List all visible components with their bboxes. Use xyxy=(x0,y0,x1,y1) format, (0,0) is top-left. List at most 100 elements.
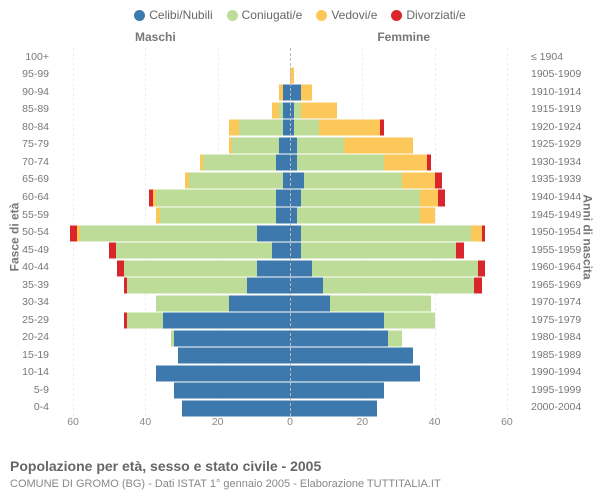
age-label: 40-44 xyxy=(22,262,55,273)
bar-segment-celibi xyxy=(276,154,290,171)
bar-segment-celibi xyxy=(257,260,290,277)
bar-segment-coniugati xyxy=(301,189,420,206)
bar-group xyxy=(185,172,290,187)
legend-item: Divorziati/e xyxy=(391,8,465,22)
bar-segment-celibi xyxy=(290,277,323,294)
bar-segment-vedovi xyxy=(420,207,434,224)
legend-item: Celibi/Nubili xyxy=(134,8,212,22)
legend-item: Coniugati/e xyxy=(227,8,303,22)
male-half xyxy=(55,188,290,206)
birth-year-label: 2000-2004 xyxy=(525,402,581,413)
plot-area: 100+≤ 190495-991905-190990-941910-191485… xyxy=(55,48,525,430)
birth-year-label: 1990-1994 xyxy=(525,367,581,378)
bar-segment-celibi xyxy=(290,260,312,277)
bar-segment-celibi xyxy=(182,400,290,417)
female-half xyxy=(290,48,525,66)
bar-segment-coniugati xyxy=(297,137,344,154)
bar-segment-vedovi xyxy=(301,102,337,119)
birth-year-label: 1970-1974 xyxy=(525,297,581,308)
bar-group xyxy=(290,154,431,169)
birth-year-label: 1960-1964 xyxy=(525,262,581,273)
birth-year-label: ≤ 1904 xyxy=(525,52,563,63)
male-half xyxy=(55,241,290,259)
female-half xyxy=(290,293,525,311)
age-label: 5-9 xyxy=(34,385,55,396)
bar-segment-coniugati xyxy=(232,137,279,154)
bar-segment-coniugati xyxy=(239,119,282,136)
bar-segment-celibi xyxy=(290,207,297,224)
bar-segment-coniugati xyxy=(301,242,456,259)
birth-year-label: 1955-1959 xyxy=(525,244,581,255)
bar-group xyxy=(290,330,402,345)
bar-segment-vedovi xyxy=(319,119,380,136)
bar-segment-celibi xyxy=(174,382,290,399)
bar-segment-coniugati xyxy=(124,260,258,277)
age-label: 85-89 xyxy=(22,104,55,115)
male-half xyxy=(55,346,290,364)
x-tick: 40 xyxy=(429,416,441,428)
legend-swatch xyxy=(316,10,327,21)
bar-segment-celibi xyxy=(290,225,301,242)
age-label: 95-99 xyxy=(22,69,55,80)
age-label: 15-19 xyxy=(22,350,55,361)
bar-segment-coniugati xyxy=(80,225,257,242)
age-label: 0-4 xyxy=(34,402,55,413)
birth-year-label: 1925-1929 xyxy=(525,139,581,150)
birth-year-label: 1975-1979 xyxy=(525,314,581,325)
bar-group xyxy=(124,277,290,292)
bar-group xyxy=(229,119,290,134)
male-half xyxy=(55,153,290,171)
age-label: 10-14 xyxy=(22,367,55,378)
bar-segment-celibi xyxy=(290,365,420,382)
bar-group xyxy=(124,312,290,327)
bar-group xyxy=(182,400,290,415)
bar-segment-vedovi xyxy=(384,154,427,171)
bar-segment-celibi xyxy=(283,119,290,136)
x-axis: 6040200204060 xyxy=(55,416,525,430)
bar-segment-celibi xyxy=(279,137,290,154)
female-half xyxy=(290,241,525,259)
birth-year-label: 1935-1939 xyxy=(525,174,581,185)
bar-segment-coniugati xyxy=(116,242,271,259)
bar-segment-coniugati xyxy=(156,189,275,206)
bar-segment-celibi xyxy=(247,277,290,294)
birth-year-label: 1965-1969 xyxy=(525,279,581,290)
bar-segment-divorziati xyxy=(70,225,77,242)
female-half xyxy=(290,329,525,347)
age-label: 65-69 xyxy=(22,174,55,185)
age-label: 45-49 xyxy=(22,244,55,255)
legend-label: Vedovi/e xyxy=(331,8,377,22)
bar-group xyxy=(290,295,431,310)
female-half xyxy=(290,223,525,241)
birth-year-label: 1910-1914 xyxy=(525,87,581,98)
bar-segment-celibi xyxy=(290,84,301,101)
female-half xyxy=(290,153,525,171)
bar-segment-celibi xyxy=(257,225,290,242)
bar-segment-celibi xyxy=(290,330,388,347)
male-half xyxy=(55,206,290,224)
bar-segment-divorziati xyxy=(438,189,445,206)
birth-year-label: 1905-1909 xyxy=(525,69,581,80)
birth-year-label: 1995-1999 xyxy=(525,385,581,396)
bar-group xyxy=(290,84,312,99)
x-tick: 0 xyxy=(287,416,293,428)
bar-segment-coniugati xyxy=(156,295,228,312)
bar-segment-celibi xyxy=(156,365,290,382)
male-half xyxy=(55,83,290,101)
bar-segment-divorziati xyxy=(109,242,116,259)
bar-segment-coniugati xyxy=(297,154,384,171)
age-label: 75-79 xyxy=(22,139,55,150)
bar-segment-coniugati xyxy=(160,207,276,224)
bar-segment-coniugati xyxy=(304,172,402,189)
bar-group xyxy=(290,225,485,240)
bar-segment-celibi xyxy=(290,382,384,399)
bar-group xyxy=(290,365,420,380)
bar-group xyxy=(290,119,384,134)
bar-group xyxy=(290,137,413,152)
bar-group xyxy=(279,84,290,99)
bar-segment-vedovi xyxy=(229,119,240,136)
bar-group xyxy=(156,295,290,310)
zero-axis-line xyxy=(290,48,291,416)
bar-group xyxy=(156,207,290,222)
age-label: 55-59 xyxy=(22,209,55,220)
